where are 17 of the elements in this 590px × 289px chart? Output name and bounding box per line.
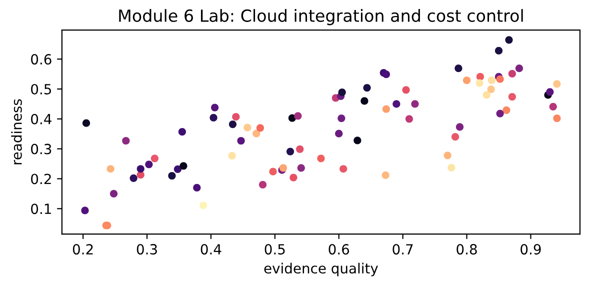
x-tick-label: 0.2	[72, 244, 93, 255]
y-tick-label: 0.1	[31, 204, 51, 214]
x-tick-label: 0.9	[520, 244, 541, 255]
y-axis-title: readiness	[11, 99, 22, 164]
y-tick-label: 0.5	[31, 84, 52, 94]
x-tick-label: 0.7	[392, 244, 413, 255]
y-tick-label: 0.4	[31, 114, 52, 124]
y-tick-label: 0.2	[31, 174, 51, 184]
x-tick-label: 0.6	[328, 244, 350, 255]
x-tick-label: 0.5	[264, 244, 285, 255]
x-tick-label: 0.3	[136, 244, 157, 255]
x-axis-title: evidence quality	[264, 262, 378, 276]
x-tick-label: 0.4	[200, 244, 222, 255]
x-tick-label: 0.8	[456, 244, 477, 255]
chart-title: Module 6 Lab: Cloud integration and cost control	[119, 9, 523, 26]
y-tick-label: 0.6	[31, 54, 52, 65]
y-tick-label: 0.3	[31, 144, 52, 154]
